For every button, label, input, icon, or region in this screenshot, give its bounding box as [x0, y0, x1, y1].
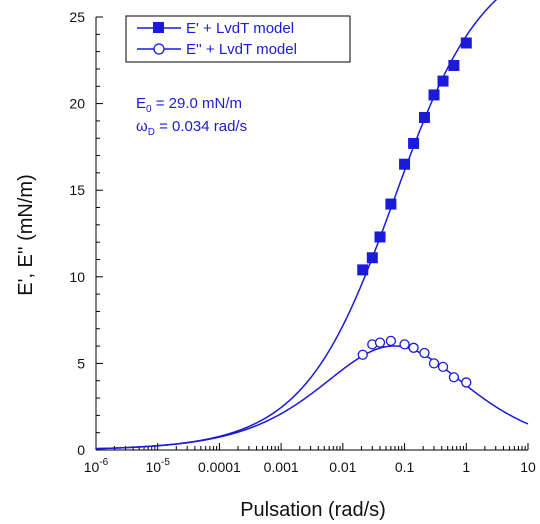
data-point-e-double-prime: [385, 335, 397, 347]
data-point-e-double-prime: [374, 337, 386, 348]
data-point-e-prime: [399, 158, 411, 170]
model-curve-e-double-prime: [95, 345, 529, 450]
legend-marker-e-prime: [153, 22, 164, 33]
annotation-e0: E0 = 29.0 mN/m: [136, 95, 242, 115]
data-point-e-double-prime: [428, 358, 440, 369]
x-tick-label: 10: [520, 459, 536, 475]
data-point-e-prime: [385, 198, 397, 210]
data-point-e-double-prime: [419, 347, 430, 359]
y-tick-label: 0: [77, 442, 85, 458]
y-axis-title: E', E'' (mN/m): [15, 174, 37, 295]
legend-label-e-prime: E' + LvdT model: [186, 20, 294, 37]
x-tick-label: 0.001: [264, 459, 299, 475]
x-tick-label: 0.0001: [198, 459, 241, 475]
x-axis-title: Pulsation (rad/s): [240, 499, 386, 521]
data-point-e-double-prime: [437, 361, 449, 373]
y-tick-label: 15: [69, 182, 85, 198]
data-point-e-prime: [437, 75, 449, 87]
data-point-e-prime: [460, 37, 472, 49]
data-point-e-double-prime: [399, 339, 410, 350]
legend-label-e-double-prime: E'' + LvdT model: [186, 41, 297, 58]
legend-marker-e-double-prime: [153, 43, 165, 55]
x-axis: 10-6 10-5 0.0001 0.001 0.01 0.1 1 10: [84, 443, 536, 475]
annotation-omega-d: ωD = 0.034 rad/s: [136, 118, 247, 138]
data-point-e-prime: [418, 111, 430, 123]
y-tick-label: 10: [69, 269, 85, 285]
y-tick-label: 20: [69, 96, 85, 112]
data-point-e-prime: [366, 252, 378, 264]
x-tick-label: 10-5: [145, 457, 170, 475]
plot-frame: [95, 17, 528, 451]
x-tick-label: 0.1: [395, 459, 415, 475]
data-point-e-double-prime: [448, 372, 460, 383]
y-tick-label: 25: [69, 9, 85, 25]
data-point-e-double-prime: [461, 377, 472, 388]
data-point-e-prime: [374, 231, 386, 243]
x-tick-label: 1: [462, 459, 470, 475]
data-point-e-double-prime: [357, 349, 368, 360]
x-tick-label: 10-6: [84, 457, 109, 475]
data-point-e-prime: [357, 264, 369, 276]
data-point-e-prime: [408, 137, 420, 149]
legend: E' + LvdT model E'' + LvdT model: [125, 15, 351, 63]
y-tick-label: 5: [77, 355, 85, 371]
data-point-e-prime: [448, 59, 460, 71]
data-point-e-prime: [428, 89, 440, 101]
data-point-e-double-prime: [408, 342, 419, 353]
data-points: [357, 37, 472, 388]
x-tick-label: 0.01: [329, 459, 356, 475]
y-axis: 0 5 10 15 20 25: [69, 9, 103, 458]
